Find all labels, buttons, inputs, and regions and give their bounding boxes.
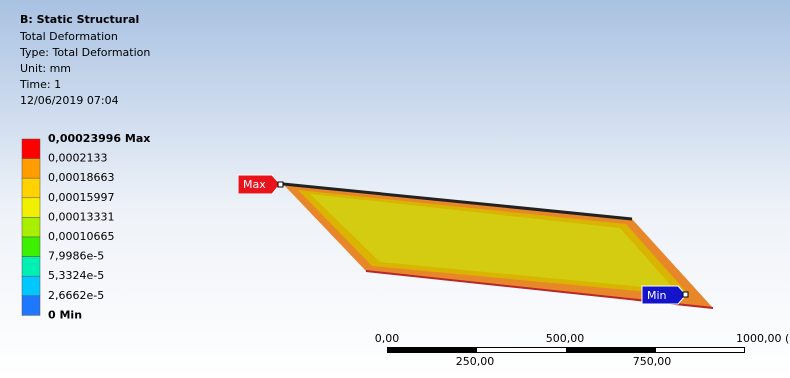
scale-bar-segment	[477, 348, 566, 352]
legend-swatch	[22, 257, 40, 277]
scale-label: 250,00	[456, 355, 495, 368]
legend-swatch	[22, 296, 40, 316]
header-title: B: Static Structural	[20, 13, 139, 26]
legend-label: 0,00018663	[48, 171, 114, 184]
legend-swatch	[22, 139, 40, 159]
scale-bar-segment	[656, 348, 744, 352]
legend-label: 2,6662e-5	[48, 289, 104, 302]
header-line: Total Deformation	[19, 30, 118, 43]
max-probe-label: Max	[243, 178, 266, 191]
legend-label: 0,00015997	[48, 191, 114, 204]
scale-label: 0,00	[375, 332, 400, 345]
legend-label: 7,9986e-5	[48, 250, 104, 263]
min-probe-point	[683, 292, 688, 297]
legend-swatch	[22, 237, 40, 257]
legend-label: 0,00023996 Max	[48, 132, 150, 145]
legend-swatch	[22, 198, 40, 218]
legend-label: 0 Min	[48, 308, 82, 321]
scale-label: 750,00	[633, 355, 672, 368]
min-probe-label: Min	[647, 289, 667, 302]
header-line: 12/06/2019 07:04	[20, 94, 119, 107]
legend-label: 0,0002133	[48, 152, 108, 165]
viewport: B: Static Structural Total Deformation Ty…	[0, 0, 790, 378]
legend-swatch	[22, 217, 40, 237]
scale-label: 500,00	[546, 332, 585, 345]
legend-label: 0,00013331	[48, 210, 114, 223]
scale-label: 1000,00 (mm	[736, 332, 790, 345]
legend-swatch	[22, 159, 40, 179]
legend-label: 0,00010665	[48, 230, 114, 243]
legend-swatch	[22, 178, 40, 198]
legend-label: 5,3324e-5	[48, 269, 104, 282]
header-line: Time: 1	[19, 78, 61, 91]
header-line: Type: Total Deformation	[19, 46, 150, 59]
header-line: Unit: mm	[20, 62, 71, 75]
legend-swatch	[22, 276, 40, 296]
max-probe-point	[278, 182, 283, 187]
